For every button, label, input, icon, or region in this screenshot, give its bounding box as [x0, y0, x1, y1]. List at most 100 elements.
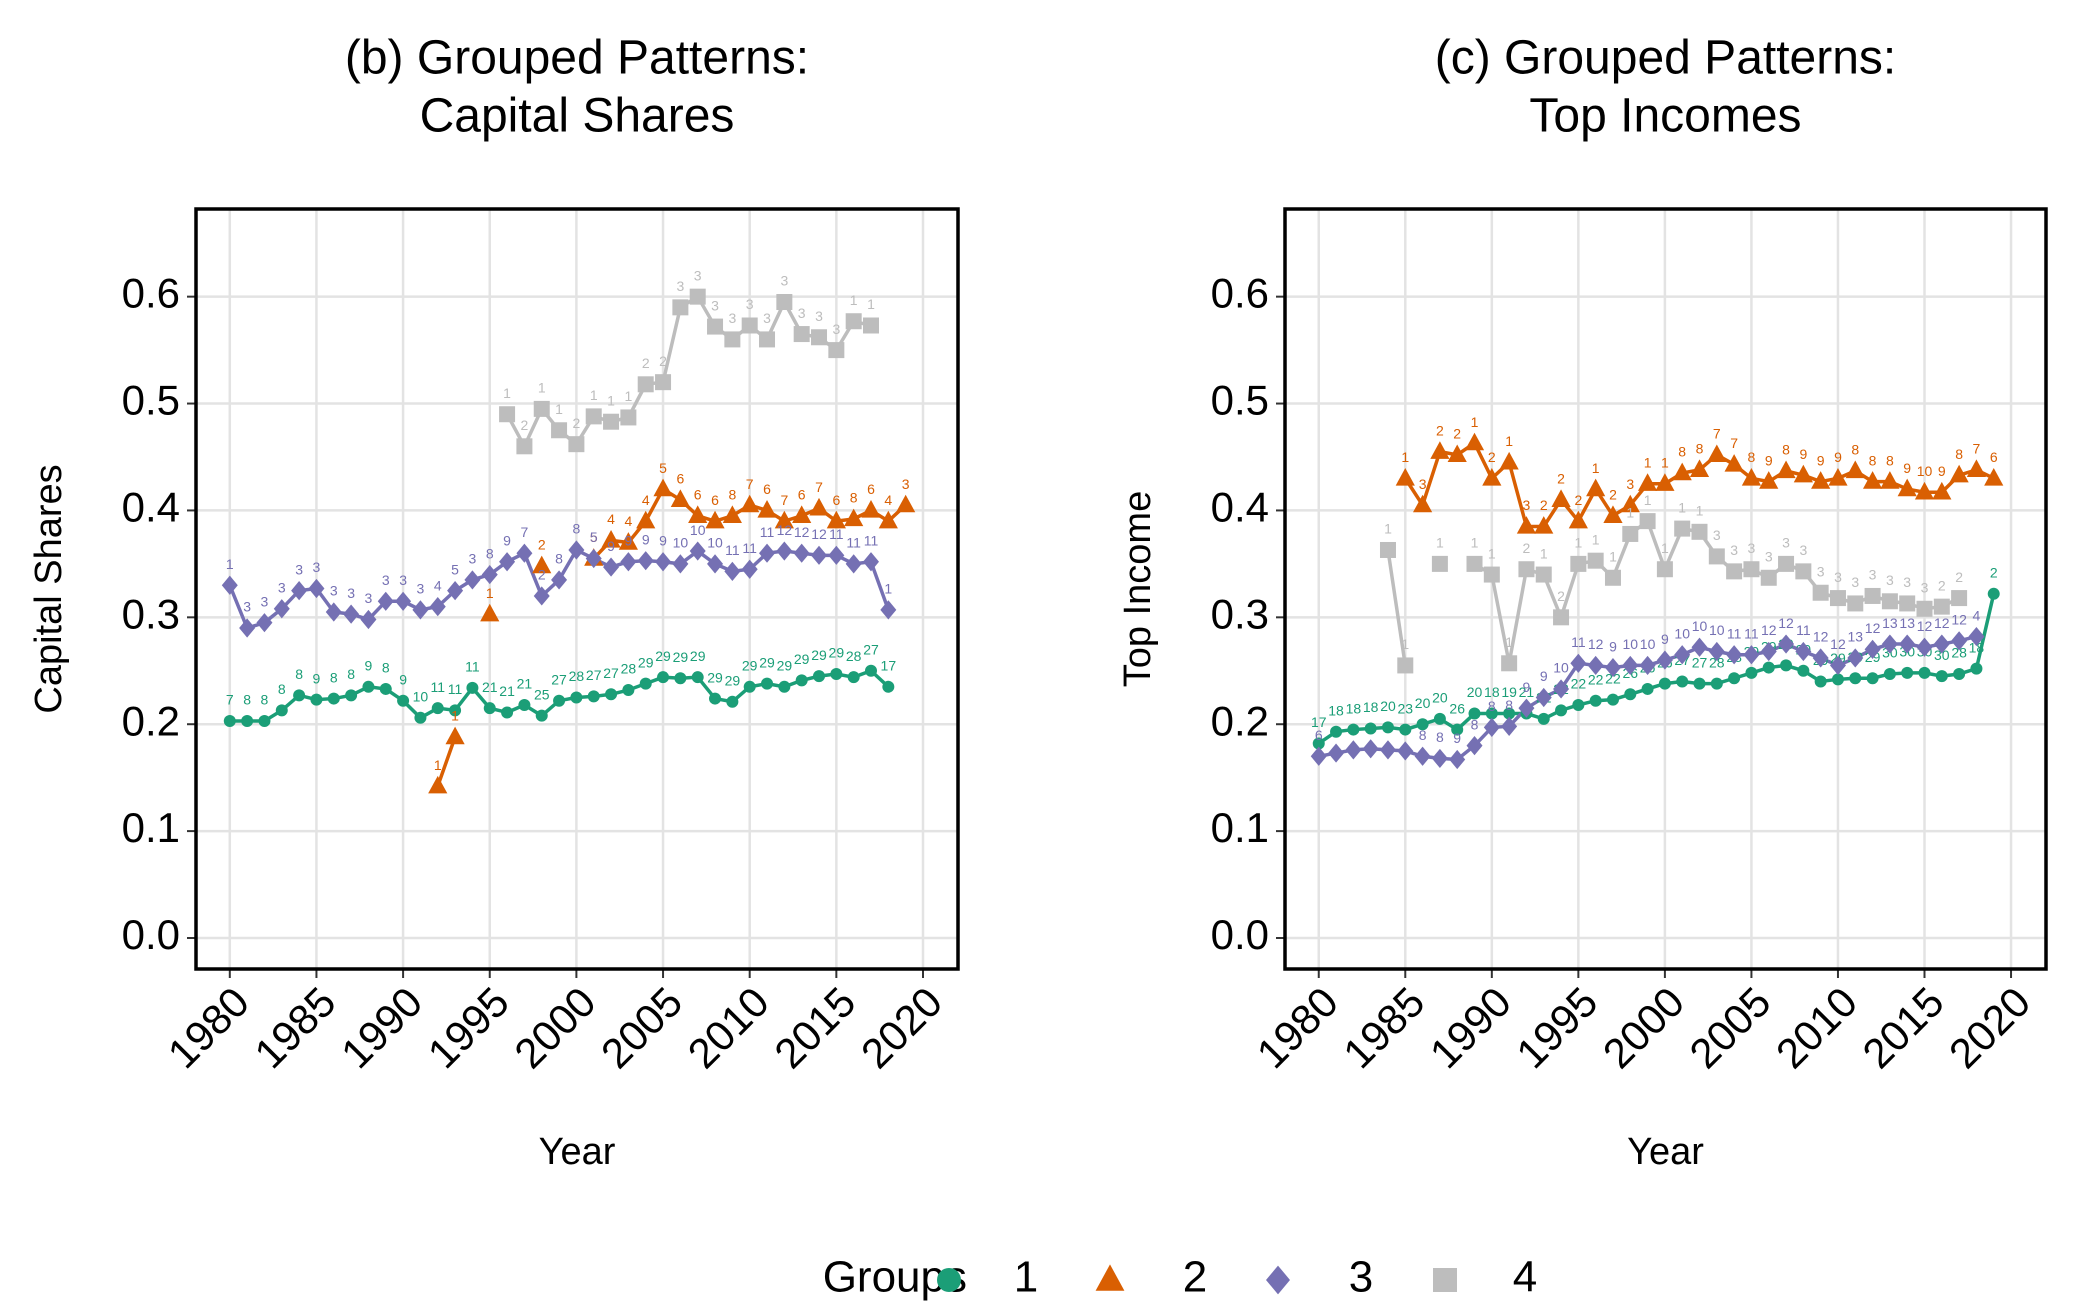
point — [603, 557, 620, 577]
point-label: 20 — [1415, 695, 1431, 711]
point — [221, 575, 238, 595]
point-label: 7 — [1730, 435, 1738, 451]
point-label: 2 — [521, 417, 529, 433]
chart-title: (c) Grouped Patterns: — [1435, 32, 1897, 85]
point-label: 1 — [1626, 505, 1634, 521]
chart-title: (b) Grouped Patterns: — [345, 32, 809, 85]
point — [1466, 555, 1483, 572]
point — [325, 602, 342, 622]
point — [1829, 590, 1846, 607]
point — [1726, 563, 1743, 580]
point-label: 9 — [624, 532, 632, 548]
y-tick-label: 0.6 — [122, 270, 180, 317]
point — [360, 609, 377, 630]
point-label: 18 — [1969, 639, 1985, 655]
point — [1482, 467, 1502, 486]
point — [1795, 641, 1812, 662]
legend-marker — [1266, 1265, 1290, 1295]
point-label: 8 — [1748, 449, 1756, 465]
point-label: 22 — [1571, 676, 1587, 692]
point — [445, 726, 465, 745]
point-label: 27 — [1692, 654, 1708, 670]
point — [551, 570, 568, 590]
point — [1847, 595, 1864, 612]
point-label: 4 — [642, 492, 650, 508]
point — [1951, 590, 1968, 607]
point-label: 8 — [278, 681, 286, 697]
point — [1780, 659, 1793, 672]
point — [1899, 634, 1916, 654]
point-label: 9 — [642, 531, 650, 547]
point-label: 3 — [902, 476, 910, 492]
y-tick-label: 0.2 — [1211, 697, 1269, 744]
point — [1639, 655, 1656, 676]
point — [793, 543, 810, 563]
point-label: 8 — [850, 490, 858, 506]
point — [1637, 473, 1658, 491]
point — [1845, 460, 1865, 479]
point — [1689, 459, 1710, 478]
point — [1570, 555, 1587, 572]
point — [1641, 682, 1654, 695]
point — [1693, 677, 1706, 690]
point-label: 8 — [728, 486, 736, 502]
point — [1656, 561, 1673, 578]
point — [532, 555, 552, 574]
point-label: 3 — [1523, 497, 1531, 513]
point-label: 18 — [1484, 684, 1500, 700]
point — [516, 543, 533, 563]
point-label: 3 — [347, 585, 355, 601]
point-label: 8 — [572, 521, 580, 537]
point-label: 1 — [1488, 545, 1496, 561]
point — [1847, 648, 1864, 668]
point — [1918, 666, 1931, 679]
point — [1416, 718, 1429, 731]
point — [568, 540, 585, 560]
point — [1551, 489, 1571, 507]
point-label: 3 — [1903, 574, 1911, 590]
point — [1864, 639, 1881, 659]
point — [811, 545, 828, 565]
point-label: 4 — [884, 492, 892, 508]
point-label: 9 — [1453, 730, 1461, 746]
point — [1759, 471, 1779, 489]
point — [1431, 748, 1448, 769]
point-label: 11 — [725, 542, 740, 558]
legend-marker — [1433, 1268, 1457, 1292]
point — [223, 715, 236, 728]
point-label: 29 — [690, 648, 706, 664]
point-label: 21 — [482, 679, 498, 695]
point-label: 8 — [1505, 697, 1513, 713]
point — [1555, 704, 1568, 717]
point — [670, 489, 690, 507]
point — [1483, 566, 1500, 583]
point — [1793, 464, 1813, 483]
point-label: 10 — [1622, 636, 1638, 652]
point — [1829, 655, 1846, 676]
point-label: 30 — [1934, 647, 1950, 663]
point — [672, 554, 689, 574]
point-label: 7 — [521, 524, 529, 540]
point-label: 6 — [1990, 449, 1998, 465]
point-label: 8 — [555, 551, 563, 567]
point-label: 19 — [1501, 684, 1517, 700]
x-tick-label: 2000 — [505, 978, 604, 1077]
point-label: 3 — [798, 305, 806, 321]
point — [705, 510, 725, 529]
point — [724, 561, 741, 581]
point-label: 2 — [538, 537, 546, 553]
point-label: 6 — [711, 492, 719, 508]
point-label: 3 — [763, 310, 771, 326]
point-label: 1 — [1644, 454, 1652, 470]
point — [1395, 467, 1415, 486]
point-label: 12 — [1951, 612, 1967, 628]
point — [688, 505, 708, 523]
x-tick-label: 1990 — [332, 978, 431, 1077]
point — [1914, 481, 1935, 500]
point-label: 10 — [1692, 618, 1708, 634]
point — [1741, 467, 1762, 486]
x-tick-label: 1985 — [1334, 978, 1433, 1077]
point-label: 7 — [226, 692, 234, 708]
point-label: 6 — [1315, 727, 1323, 743]
point — [397, 694, 410, 707]
